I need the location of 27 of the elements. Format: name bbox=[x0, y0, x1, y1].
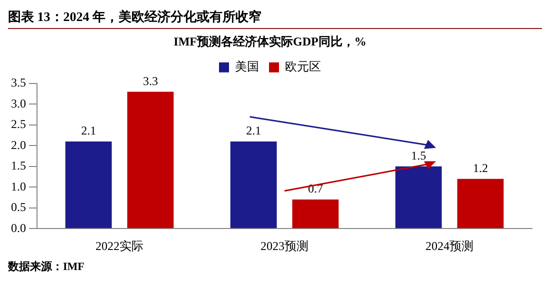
legend-label: 欧元区 bbox=[285, 60, 321, 74]
y-tick-label: 0.0 bbox=[11, 220, 26, 235]
x-tick-label: 2024预测 bbox=[426, 238, 474, 253]
data-label: 3.3 bbox=[142, 74, 158, 88]
y-tick-label: 1.5 bbox=[11, 158, 26, 173]
source-note: 数据来源：IMF bbox=[8, 260, 86, 274]
bar bbox=[395, 166, 442, 228]
y-tick-label: 0.5 bbox=[11, 200, 26, 214]
data-label: 2.1 bbox=[246, 124, 262, 138]
y-tick-label: 2.0 bbox=[11, 138, 26, 152]
data-label: 1.5 bbox=[411, 148, 426, 163]
bar bbox=[127, 92, 174, 228]
bar bbox=[230, 141, 277, 228]
y-tick-label: 1.0 bbox=[11, 179, 26, 194]
y-tick-label: 3.5 bbox=[11, 76, 26, 90]
x-tick-label: 2022实际 bbox=[96, 238, 144, 253]
chart-subtitle: 图表 13：2024 年，美欧经济分化或有所收窄 bbox=[8, 8, 542, 29]
data-label: 1.2 bbox=[472, 160, 488, 175]
chart-title: IMF预测各经济体实际GDP同比，% bbox=[174, 34, 366, 48]
y-tick-label: 2.5 bbox=[11, 117, 26, 132]
bar bbox=[457, 178, 504, 228]
legend-label: 美国 bbox=[235, 60, 259, 74]
bar bbox=[292, 200, 339, 228]
y-tick-label: 3.0 bbox=[11, 96, 26, 110]
x-tick-label: 2023预测 bbox=[260, 238, 308, 253]
data-label: 2.1 bbox=[81, 124, 96, 138]
bar bbox=[65, 141, 112, 228]
